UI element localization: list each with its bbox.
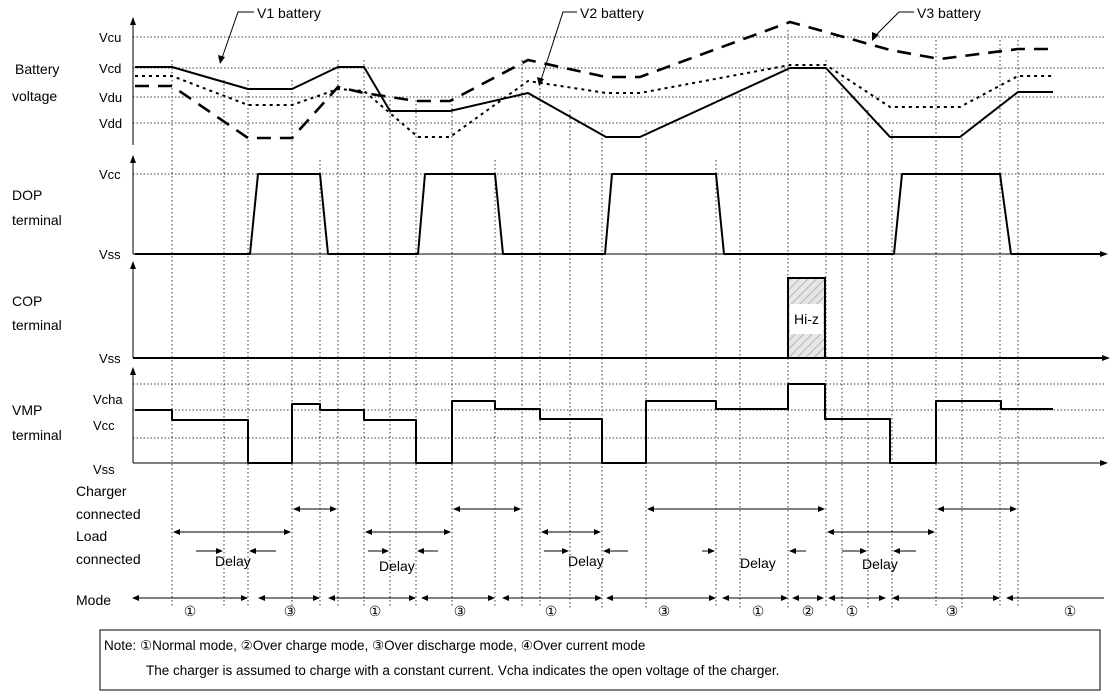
- dop-terminal-panel: Vcc Vss DOP terminal: [12, 155, 1108, 262]
- vmp-trace: [135, 383, 1053, 464]
- mode-marker-1: ①: [184, 603, 197, 619]
- vmp-y-arrow: [130, 367, 136, 375]
- tick-vdu: Vdu: [99, 90, 122, 105]
- vmp-x-arrow: [1100, 460, 1108, 466]
- dop-x-arrow: [1100, 251, 1108, 257]
- delay-label-1: Delay: [215, 553, 251, 569]
- tick-vdd: Vdd: [99, 116, 122, 131]
- battery-voltage-panel: Vcu Vcd Vdu Vdd Battery voltage V1 batte…: [12, 5, 1105, 145]
- charger-connected-row: Charger connected: [76, 483, 1017, 522]
- dop-tick-vss: Vss: [99, 247, 121, 262]
- tick-vcd: Vcd: [99, 61, 121, 76]
- v2-callout-arrowhead: [537, 77, 544, 86]
- v2-callout-leader: [540, 11, 577, 81]
- v3-battery-trace: [135, 20, 1053, 140]
- v1-callout-arrowhead: [218, 55, 225, 64]
- vmp-tick-vcha: Vcha: [93, 392, 123, 407]
- mode-marker-8: ②: [802, 603, 815, 619]
- tick-vcu: Vcu: [99, 30, 121, 45]
- v3-callout-leader: [874, 11, 914, 37]
- cop-y-arrow: [130, 261, 136, 269]
- delay-label-2: Delay: [379, 558, 415, 574]
- cop-x-arrow: [1102, 355, 1110, 361]
- battery-label-line2: voltage: [12, 88, 57, 104]
- dop-y-arrow: [130, 155, 136, 163]
- mode-label: Mode: [76, 592, 111, 608]
- v1-callout-leader: [221, 11, 254, 59]
- dop-label-line2: terminal: [12, 212, 62, 228]
- charger-interval-2: [453, 506, 521, 512]
- cop-terminal-panel: Vss COP terminal Hi-z: [12, 261, 1110, 366]
- mode-marker-7: ①: [752, 603, 765, 619]
- load-interval-1: [173, 529, 291, 535]
- v1-battery-callout: V1 battery: [257, 5, 321, 21]
- cop-label-line1: COP: [12, 293, 42, 309]
- vmp-tick-vcc: Vcc: [93, 418, 115, 433]
- delay-marker-2: Delay: [368, 548, 438, 574]
- vmp-label-line1: VMP: [12, 402, 42, 418]
- mode-segment-6: ③: [606, 595, 716, 619]
- dop-tick-vcc: Vcc: [99, 167, 121, 182]
- mode-marker-3: ①: [369, 603, 382, 619]
- cop-label-line2: terminal: [12, 317, 62, 333]
- dop-trace: [135, 173, 1102, 255]
- delay-label-4: Delay: [740, 555, 776, 571]
- v2-battery-callout: V2 battery: [580, 5, 644, 21]
- charger-interval-3: [647, 506, 825, 512]
- mode-segment-4: ③: [421, 595, 495, 619]
- mode-segment-11: ①: [1006, 595, 1104, 619]
- mode-segment-8: ②: [792, 595, 824, 619]
- v3-battery-callout: V3 battery: [917, 5, 981, 21]
- load-interval-3: [541, 529, 601, 535]
- cop-tick-vss: Vss: [99, 351, 121, 366]
- v3-callout-arrowhead: [872, 32, 879, 41]
- delay-marker-5: Delay: [842, 548, 916, 572]
- hi-z-label: Hi-z: [794, 311, 819, 327]
- mode-marker-11: ①: [1064, 603, 1077, 619]
- charger-label-line2: connected: [76, 506, 141, 522]
- mode-marker-9: ①: [846, 603, 859, 619]
- delay-label-3: Delay: [568, 553, 604, 569]
- timing-guides: [171, 30, 1019, 608]
- load-interval-2: [365, 529, 451, 535]
- charger-label-line1: Charger: [76, 483, 127, 499]
- load-connected-row: Load connected Delay: [76, 528, 935, 574]
- v1-battery-trace: [135, 66, 1053, 138]
- delay-marker-4: Delay: [702, 548, 806, 571]
- mode-segment-10: ③: [892, 595, 1000, 619]
- delay-marker-3: Delay: [544, 548, 628, 569]
- vmp-label-line2: terminal: [12, 427, 62, 443]
- delay-label-5: Delay: [862, 556, 898, 572]
- mode-marker-4: ③: [454, 603, 467, 619]
- mode-segment-9: ①: [828, 595, 886, 619]
- delay-marker-1: Delay: [196, 548, 276, 569]
- mode-segment-7: ①: [722, 595, 788, 619]
- mode-marker-5: ①: [545, 603, 558, 619]
- vmp-tick-vss: Vss: [93, 462, 115, 477]
- note-box: Note: ①Normal mode, ②Over charge mode, ③…: [99, 629, 1101, 691]
- mode-marker-2: ③: [284, 603, 297, 619]
- load-interval-4: [827, 529, 935, 535]
- mode-row: Mode ① ③ ① ③ ①: [76, 592, 1104, 619]
- vmp-terminal-panel: Vcha Vcc Vss VMP terminal: [12, 367, 1108, 477]
- mode-segment-5: ①: [502, 595, 602, 619]
- note-line-1: Note: ①Normal mode, ②Over charge mode, ③…: [104, 638, 645, 653]
- dop-label-line1: DOP: [12, 187, 42, 203]
- mode-marker-10: ③: [946, 603, 959, 619]
- battery-label-line1: Battery: [15, 61, 59, 77]
- load-label-line1: Load: [76, 528, 107, 544]
- mode-marker-6: ③: [658, 603, 671, 619]
- load-label-line2: connected: [76, 551, 141, 567]
- hi-z-label-bg: [790, 304, 823, 334]
- charger-interval-1: [293, 506, 337, 512]
- battery-y-arrow: [130, 17, 136, 25]
- mode-segment-1: ①: [132, 595, 248, 619]
- note-line-2: The charger is assumed to charge with a …: [146, 663, 779, 678]
- charger-interval-4: [937, 506, 1017, 512]
- v2-battery-trace: [135, 64, 1053, 138]
- mode-segment-2: ③: [258, 595, 320, 619]
- mode-segment-3: ①: [328, 595, 416, 619]
